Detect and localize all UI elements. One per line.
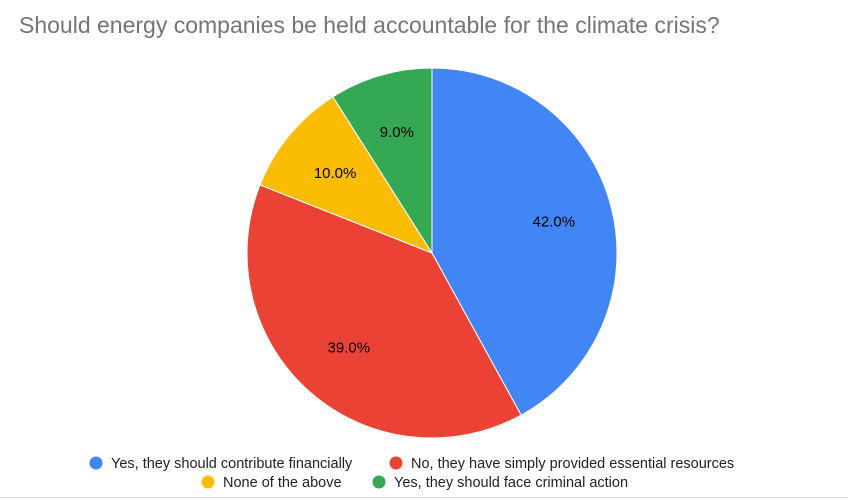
pie-slice-3 <box>332 67 433 255</box>
slice-label-1: 39.0% <box>328 339 371 356</box>
pie-slice-1 <box>246 184 522 439</box>
legend-item-1: No, they have simply provided essential … <box>389 456 734 472</box>
legend-marker-0 <box>89 456 103 470</box>
slice-label-0: 42.0% <box>533 214 576 231</box>
legend-marker-3 <box>372 475 386 489</box>
legend-label-3: Yes, they should face criminal action <box>394 475 628 491</box>
legend-item-3: Yes, they should face criminal action <box>372 475 628 491</box>
legend-item-2: None of the above <box>201 475 342 491</box>
slice-label-3: 9.0% <box>380 124 414 141</box>
legend-label-0: Yes, they should contribute financially <box>111 456 353 472</box>
legend-label-1: No, they have simply provided essential … <box>411 456 734 472</box>
legend-label-2: None of the above <box>223 475 342 491</box>
chart-title: Should energy companies be held accounta… <box>19 12 720 38</box>
legend-item-0: Yes, they should contribute financially <box>89 456 353 472</box>
legend-marker-1 <box>389 456 403 470</box>
legend-marker-2 <box>201 475 215 489</box>
divider <box>0 497 848 498</box>
slice-label-2: 10.0% <box>314 165 357 182</box>
pie-slice-2 <box>259 96 434 255</box>
pie-slice-0 <box>431 67 618 416</box>
